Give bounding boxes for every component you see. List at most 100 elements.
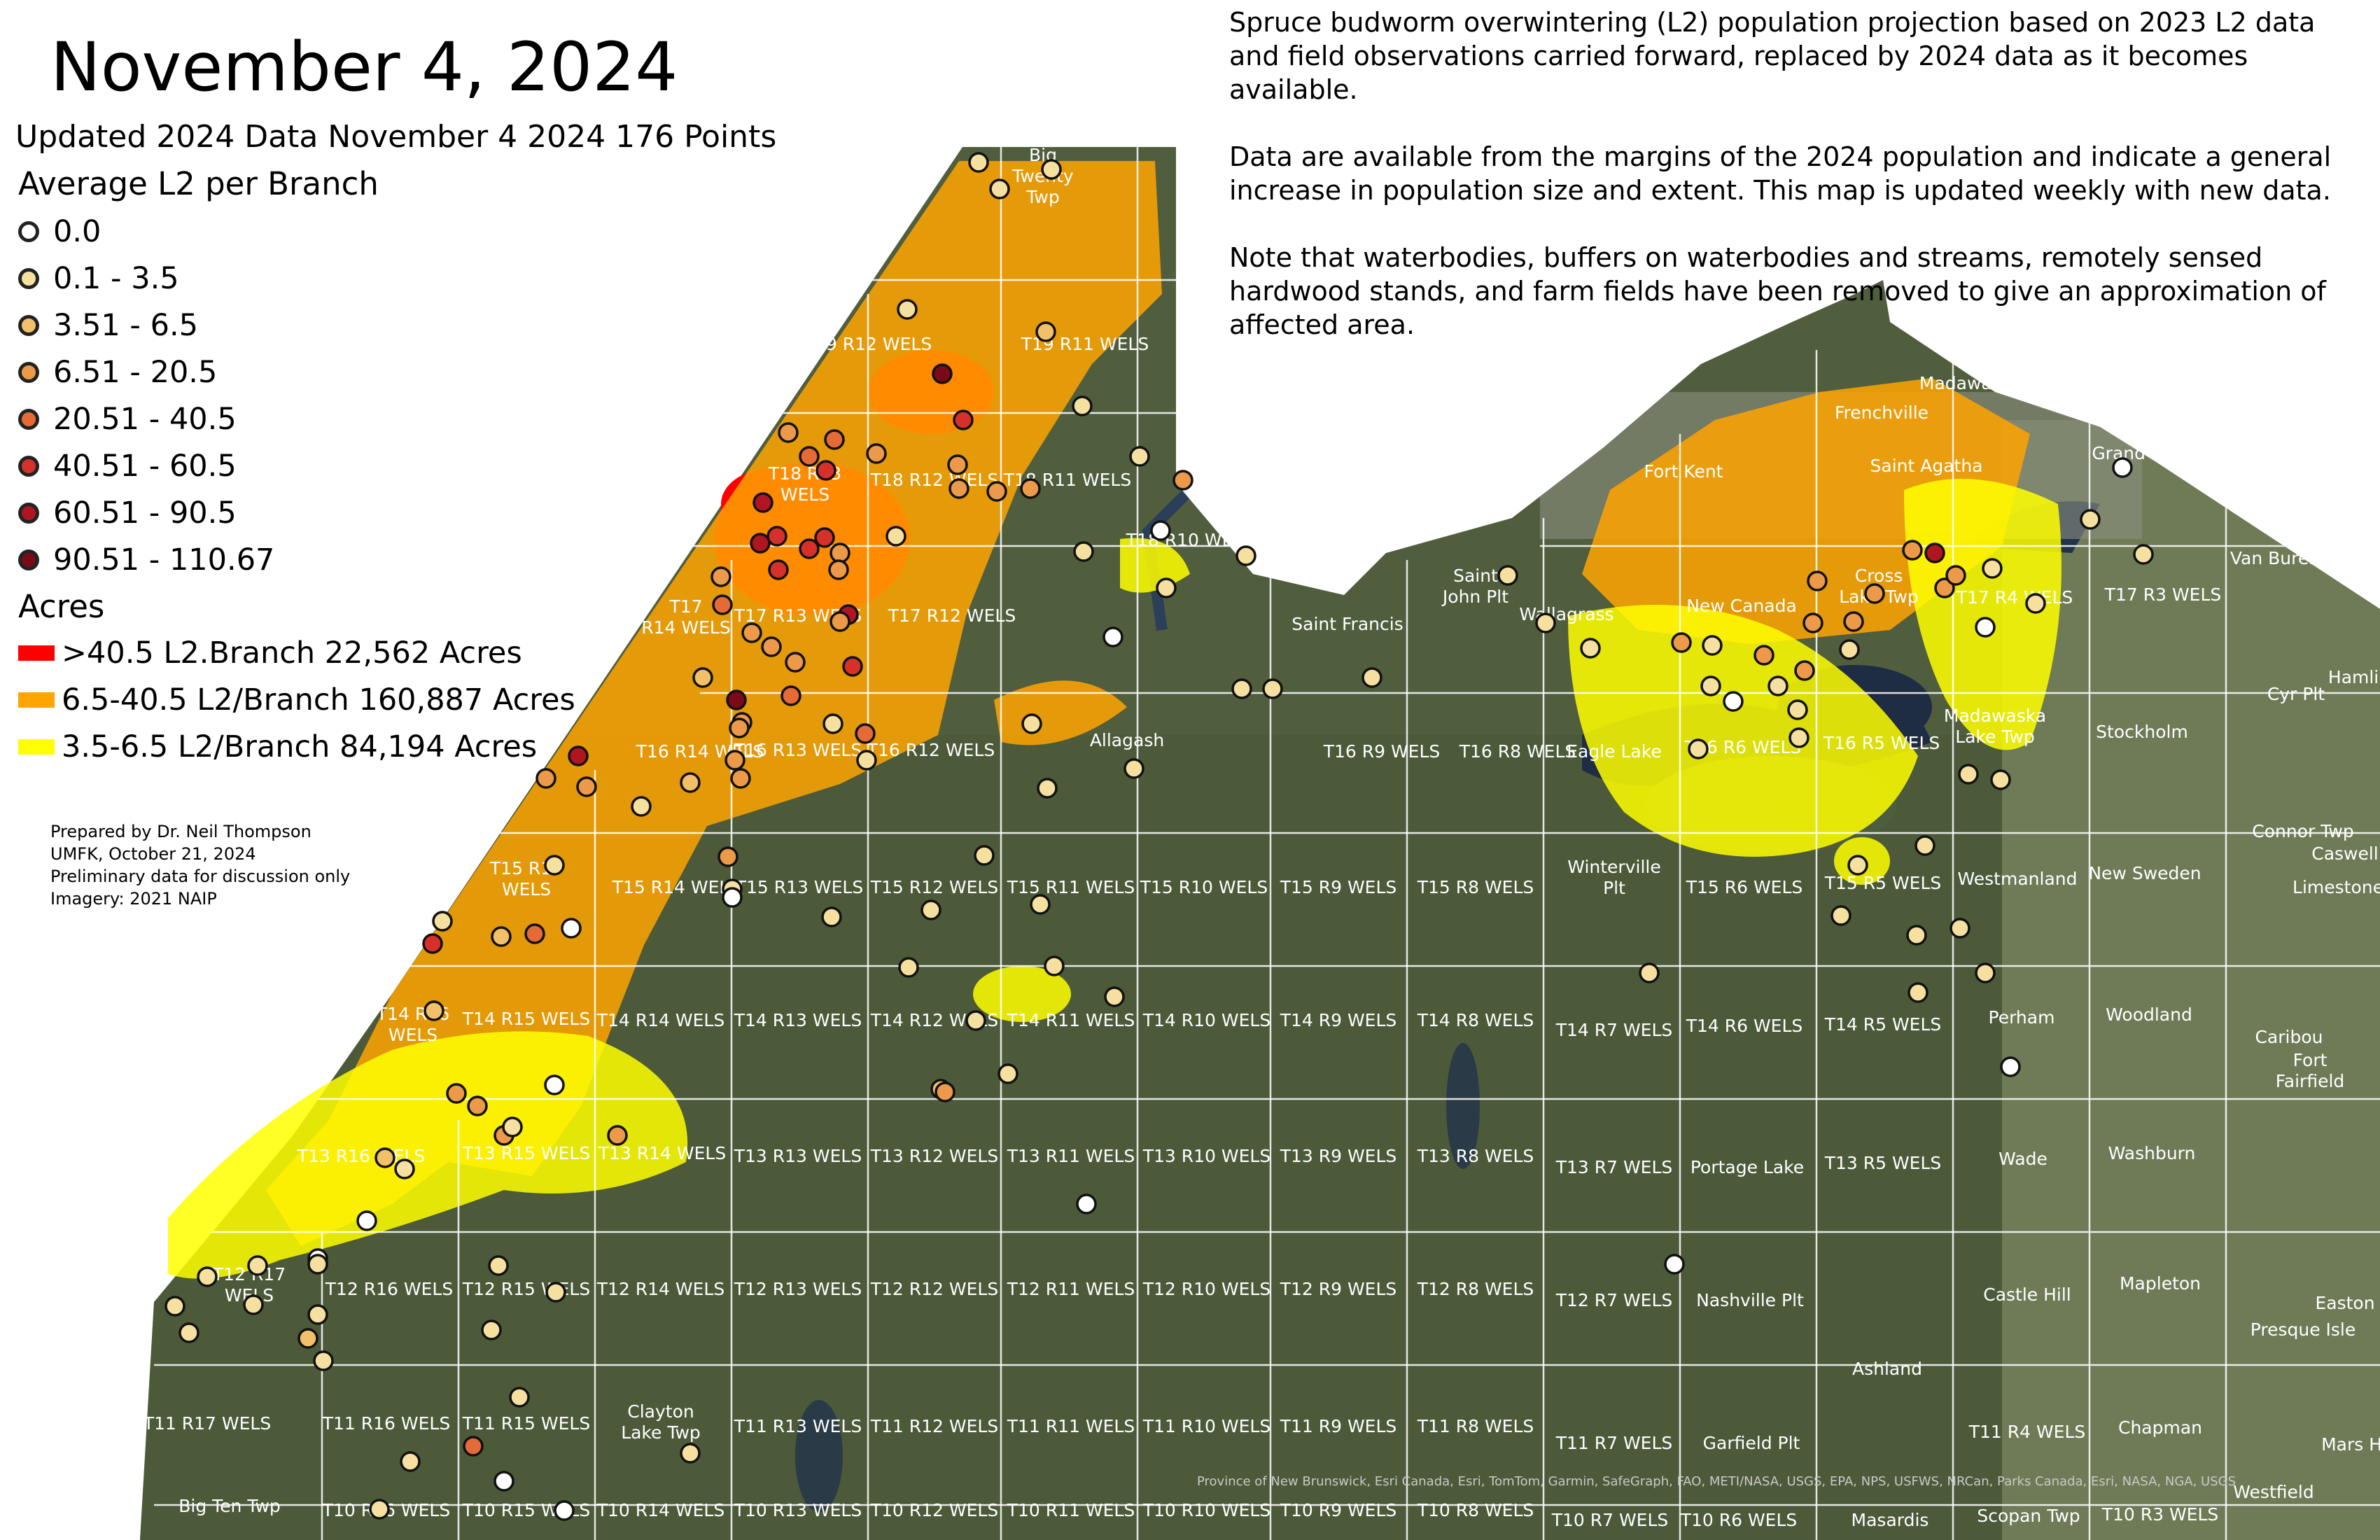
township-label: T16 R8 WELS [1459,741,1576,762]
township-label: T13 R10 WELS [1142,1146,1270,1166]
sample-point-marker [730,768,751,789]
legend-item: 3.51 - 6.5 [18,304,198,347]
sample-point-marker [761,636,782,657]
sample-point-marker [1671,632,1692,653]
township-label: T15 R9 WELS [1280,877,1397,897]
township-label: New Canada [1686,596,1797,616]
sample-point-marker [752,492,774,513]
township-label: Madawaska [1919,373,2022,393]
sample-point-marker [934,1082,955,1102]
sample-point-marker [502,1116,523,1138]
acres-swatch-icon [18,692,55,708]
township-label: Caribou [2255,1027,2323,1047]
sample-point-marker [1076,1194,1097,1214]
sample-point-marker [1982,558,2003,579]
sample-point-marker [2112,457,2133,478]
legend-item: 6.51 - 20.5 [18,351,217,394]
legend-average-title: Average L2 per Branch [18,165,379,202]
sample-point-marker [1914,835,1935,856]
township-label: Cyr Plt [2267,684,2325,704]
township-label: T11 R12 WELS [870,1416,998,1436]
township-label: Washburn [2108,1143,2196,1163]
township-label: T14 R5 WELS [1824,1014,1942,1035]
sample-point-marker [394,1158,415,1180]
township-grid [154,147,2380,1540]
acres-label: 6.5-40.5 L2/Branch 160,887 Acres [62,682,575,718]
sample-point-marker [313,1350,334,1371]
sample-point-marker [2025,593,2046,614]
credit-line: Prepared by Dr. Neil Thompson [50,822,312,841]
township-label: T14 R11 WELS [1007,1010,1135,1030]
township-label: T18 R12 WELS [870,470,998,490]
township-label: T12 R16 WELS [325,1279,453,1299]
sample-point-marker [1843,611,1864,632]
sample-point-marker [680,1443,701,1464]
sample-point-marker [989,178,1010,200]
sample-point-marker [722,887,743,908]
sample-point-marker [1990,769,2011,790]
township-label: T10 R8 WELS [1417,1500,1534,1520]
township-label: T13 R14 WELS [598,1143,726,1163]
sample-point-marker [2133,544,2154,565]
sample-point-marker [1535,612,1556,634]
sample-point-marker [724,750,746,771]
township-label: T12 R9 WELS [1280,1279,1397,1299]
sample-point-marker [680,772,701,793]
sample-point-marker [493,1471,514,1492]
sample-point-marker [1021,713,1042,734]
legend-label: 0.1 - 3.5 [53,261,179,296]
sample-points [164,152,2154,1521]
township-label: T13 R9 WELS [1280,1146,1397,1166]
township-label: T16 R5 WELS [1823,733,1940,753]
sample-point-marker [968,152,989,173]
township-label: T11 R15 WELS [462,1413,590,1434]
township-label: T11 R9 WELS [1280,1416,1397,1436]
sample-point-marker [750,533,771,554]
township-label: T12 R13 WELS [734,1279,862,1299]
township-label: T12 R10 WELS [1142,1279,1270,1299]
legend-item: 40.51 - 60.5 [18,444,237,488]
township-label: Madawaska Lake Twp [1944,706,2046,747]
sample-point-marker [178,1322,200,1343]
township-label: Nashville Plt [1696,1290,1804,1310]
township-label: Westmanland [1958,869,2078,889]
sample-point-marker [463,1436,484,1457]
sample-point-marker [1700,676,1721,696]
sample-point-marker [1231,678,1252,699]
township-label: Scopan Twp [1977,1506,2080,1526]
township-label: T11 R16 WELS [322,1413,450,1434]
township-label: Portage Lake [1690,1157,1804,1177]
township-label: T10 R7 WELS [1551,1510,1669,1530]
sample-point-marker [816,460,836,481]
sample-point-marker [568,746,589,766]
sample-point-marker [576,776,597,797]
sample-point-marker [400,1451,421,1472]
sample-point-marker [1949,918,1970,939]
sample-point-marker [842,656,863,677]
legend-dot-icon [18,503,39,524]
acres-label: 3.5-6.5 L2/Branch 84,194 Acres [62,729,538,764]
acres-legend-item: 3.5-6.5 L2/Branch 84,194 Acres [18,725,537,769]
sample-point-marker [481,1320,502,1340]
sample-point-marker [1807,570,1828,592]
sample-point-marker [2000,1056,2021,1077]
sample-point-marker [536,768,556,789]
township-label: Woodland [2106,1004,2192,1025]
map-credits: Prepared by Dr. Neil Thompson UMFK, Octo… [50,820,350,910]
township-label: T11 R7 WELS [1555,1433,1673,1453]
sample-point-marker [467,1096,488,1116]
township-label: Big Ten Twp [178,1496,281,1516]
township-label: T14 R10 WELS [1142,1010,1270,1030]
sample-point-marker [164,1296,186,1317]
sample-point-marker [1754,645,1774,666]
township-label: Caswell [2311,844,2379,864]
sample-point-marker [953,410,974,430]
legend-dot-icon [18,456,39,477]
township-label: Westfield [2233,1482,2314,1502]
map-subtitle: Updated 2024 Data November 4 2024 176 Po… [15,119,777,155]
township-label: Wallagrass [1519,604,1614,624]
legend-label: 90.51 - 110.67 [53,542,275,578]
sample-point-marker [561,918,582,939]
township-label: Easton [2315,1293,2374,1313]
